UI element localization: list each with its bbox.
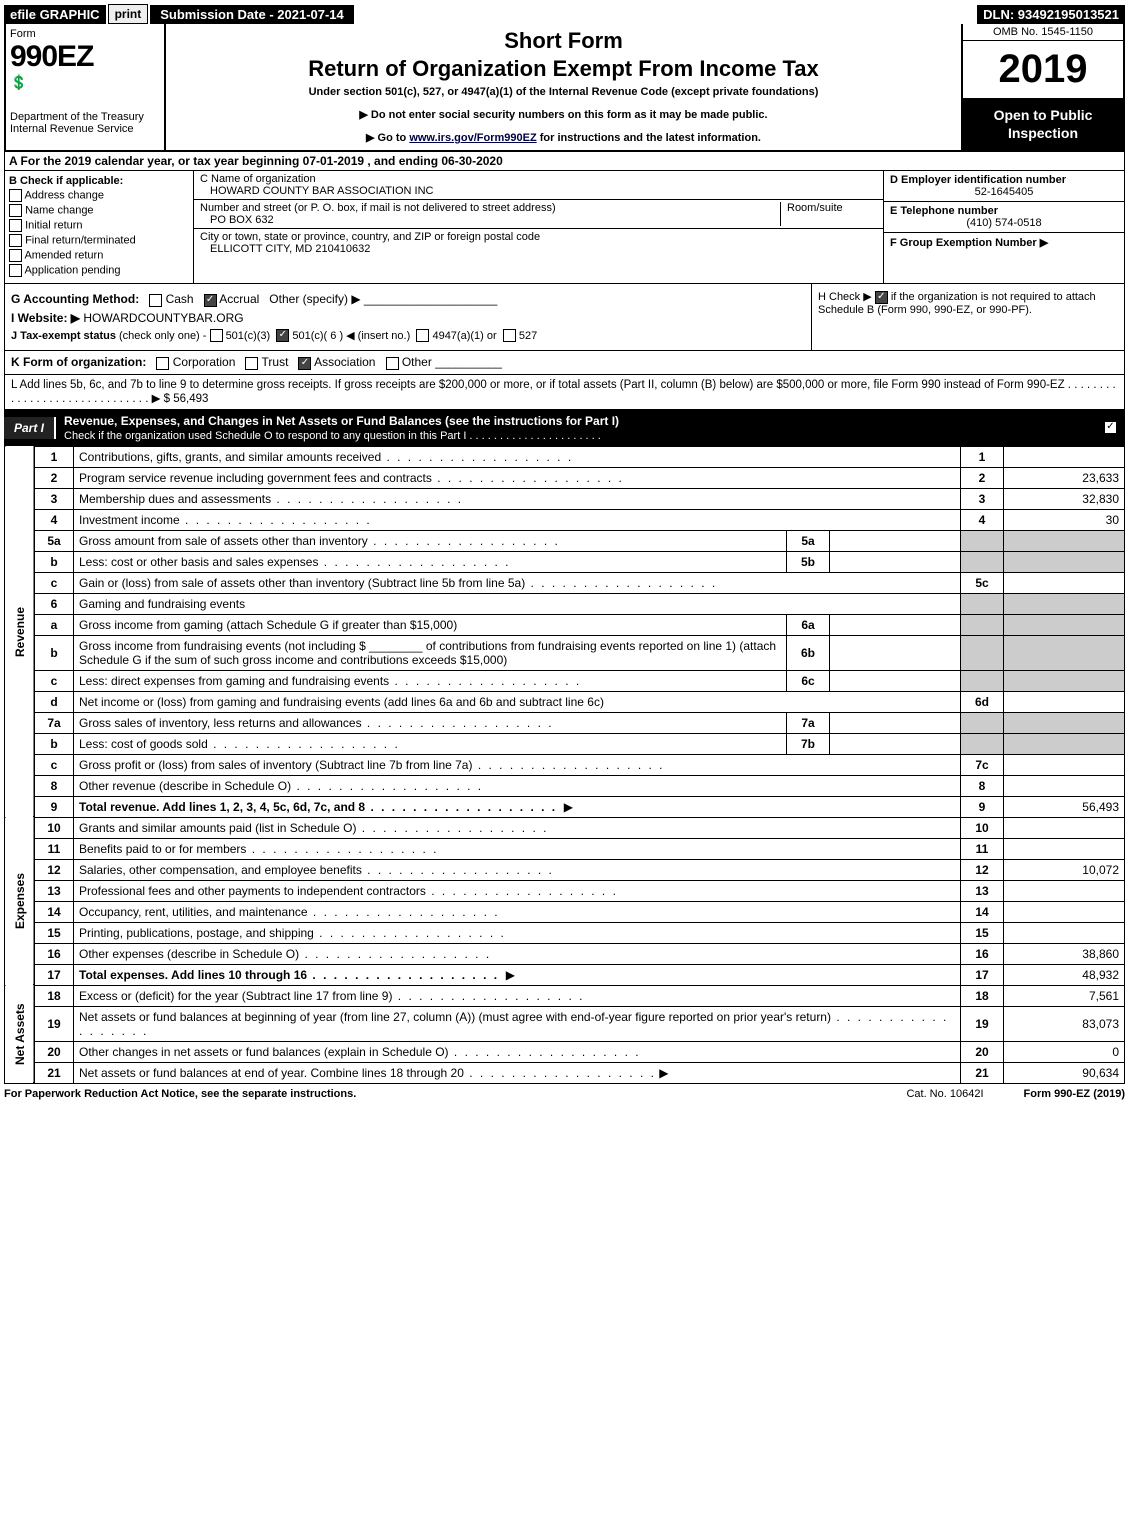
chk-application-pending[interactable]: Application pending [9,264,189,277]
print-button[interactable]: print [108,4,149,24]
chk-corp[interactable] [156,357,169,370]
chk-501c3[interactable] [210,329,223,342]
chk-amended-return[interactable]: Amended return [9,249,189,262]
top-bar: efile GRAPHIC print Submission Date - 20… [4,4,1125,24]
org-address: PO BOX 632 [200,214,780,226]
form-title-2: Return of Organization Exempt From Incom… [174,56,953,82]
e-phone-value: (410) 574-0518 [890,217,1118,229]
c-city-label: City or town, state or province, country… [200,231,877,243]
org-name: HOWARD COUNTY BAR ASSOCIATION INC [200,185,877,197]
c-addr-label: Number and street (or P. O. box, if mail… [200,202,780,214]
h-schedule-b: H Check ▶ ✓ if the organization is not r… [811,284,1124,350]
col-b-checkboxes: B Check if applicable: Address change Na… [5,171,194,283]
part-1-header: Part I Revenue, Expenses, and Changes in… [4,410,1125,446]
e-phone-label: E Telephone number [890,205,1118,217]
form-header: Form 990EZ 💲 Department of the Treasury … [4,24,1125,152]
g-accounting: G Accounting Method: Cash ✓ Accrual Othe… [11,292,805,306]
room-suite-label: Room/suite [780,202,877,226]
chk-assoc[interactable]: ✓ [298,357,311,370]
ssn-note: ▶ Do not enter social security numbers o… [174,108,953,121]
submission-date: Submission Date - 2021-07-14 [150,5,354,24]
block-ghij: G Accounting Method: Cash ✓ Accrual Othe… [4,284,1125,351]
d-ein-value: 52-1645405 [890,186,1118,198]
chk-schedule-o[interactable]: ✓ [1104,421,1117,434]
netassets-side-label: Net Assets [5,985,35,1083]
part-1-title: Revenue, Expenses, and Changes in Net As… [64,414,619,428]
f-group-label: F Group Exemption Number ▶ [890,236,1118,249]
catalog-number: Cat. No. 10642I [906,1088,983,1100]
form-subtitle: Under section 501(c), 527, or 4947(a)(1)… [174,86,953,98]
chk-name-change[interactable]: Name change [9,204,189,217]
chk-accrual[interactable]: ✓ [204,294,217,307]
dept-label: Department of the Treasury [10,111,160,123]
b-label: B Check if applicable: [9,175,189,187]
d-ein-label: D Employer identification number [890,174,1118,186]
chk-501c[interactable]: ✓ [276,329,289,342]
chk-other-org[interactable] [386,357,399,370]
paperwork-notice: For Paperwork Reduction Act Notice, see … [4,1088,356,1100]
row-l-gross-receipts: L Add lines 5b, 6c, and 7b to line 9 to … [4,375,1125,410]
j-tax-exempt: J Tax-exempt status (check only one) - 5… [11,329,805,343]
row-k-org-form: K Form of organization: Corporation Trus… [4,351,1125,374]
website-value: HOWARDCOUNTYBAR.ORG [83,311,243,325]
col-d-ids: D Employer identification number 52-1645… [883,171,1124,283]
org-info-block: B Check if applicable: Address change Na… [4,171,1125,284]
chk-527[interactable] [503,329,516,342]
page-footer: For Paperwork Reduction Act Notice, see … [4,1084,1125,1100]
efile-label: efile GRAPHIC [4,5,106,24]
tax-year: 2019 [963,41,1123,98]
chk-schedule-b[interactable]: ✓ [875,291,888,304]
org-city: ELLICOTT CITY, MD 210410632 [200,243,877,255]
part-1-check: Check if the organization used Schedule … [64,430,601,442]
part-1-label: Part I [4,417,56,439]
chk-final-return[interactable]: Final return/terminated [9,234,189,247]
c-name-label: C Name of organization [200,173,877,185]
expenses-side-label: Expenses [5,817,35,985]
form-label: Form [10,28,160,40]
chk-initial-return[interactable]: Initial return [9,219,189,232]
chk-4947[interactable] [416,329,429,342]
dln-label: DLN: 93492195013521 [977,5,1125,24]
form-title-1: Short Form [174,28,953,54]
irs-label: Internal Revenue Service [10,123,160,135]
open-public: Open to Public Inspection [963,98,1123,150]
chk-cash[interactable] [149,294,162,307]
omb-number: OMB No. 1545-1150 [963,24,1123,41]
form-ref: Form 990-EZ (2019) [1024,1088,1125,1100]
part-1-table: Revenue 1Contributions, gifts, grants, a… [4,446,1125,1084]
chk-address-change[interactable]: Address change [9,189,189,202]
chk-trust[interactable] [245,357,258,370]
revenue-side-label: Revenue [5,446,35,817]
irs-link[interactable]: www.irs.gov/Form990EZ [409,132,536,144]
form-number: 990EZ [10,40,160,74]
goto-note: ▶ Go to www.irs.gov/Form990EZ for instru… [174,131,953,144]
col-c-org: C Name of organization HOWARD COUNTY BAR… [194,171,883,283]
i-website: I Website: ▶ HOWARDCOUNTYBAR.ORG [11,311,805,325]
row-a-tax-year: A For the 2019 calendar year, or tax yea… [4,152,1125,171]
